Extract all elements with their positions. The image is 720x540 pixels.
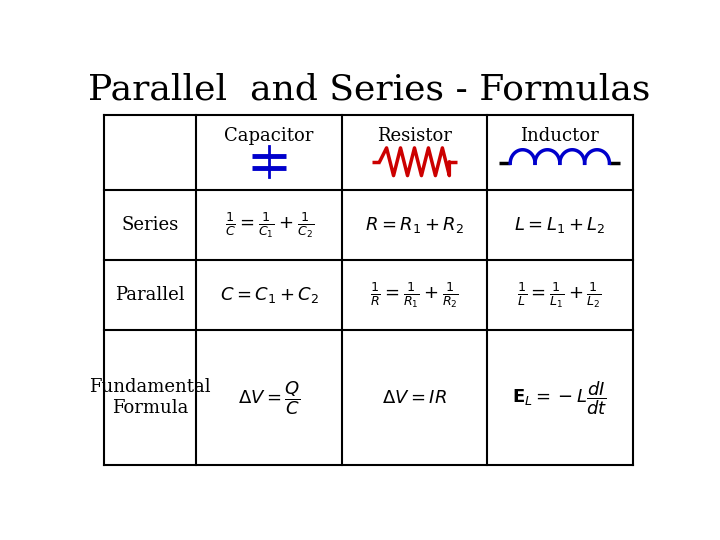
Text: $L = L_1 + L_2$: $L = L_1 + L_2$	[514, 215, 606, 235]
Text: $\mathbf{E}_L = -L\dfrac{dI}{dt}$: $\mathbf{E}_L = -L\dfrac{dI}{dt}$	[512, 379, 608, 416]
Text: $\frac{1}{R} = \frac{1}{R_1} + \frac{1}{R_2}$: $\frac{1}{R} = \frac{1}{R_1} + \frac{1}{…	[370, 280, 459, 310]
Text: Fundamental
Formula: Fundamental Formula	[89, 379, 211, 417]
Text: $\frac{1}{C} = \frac{1}{C_1} + \frac{1}{C_2}$: $\frac{1}{C} = \frac{1}{C_1} + \frac{1}{…	[225, 210, 314, 240]
Text: Series: Series	[122, 216, 179, 234]
Text: Parallel  and Series - Formulas: Parallel and Series - Formulas	[88, 72, 650, 106]
Text: $\Delta V = \dfrac{Q}{C}$: $\Delta V = \dfrac{Q}{C}$	[238, 379, 300, 416]
Text: Inductor: Inductor	[521, 126, 599, 145]
Text: Resistor: Resistor	[377, 126, 452, 145]
Text: $\frac{1}{L} = \frac{1}{L_1} + \frac{1}{L_2}$: $\frac{1}{L} = \frac{1}{L_1} + \frac{1}{…	[518, 280, 602, 310]
Text: Parallel: Parallel	[115, 286, 185, 304]
Text: $R = R_1 + R_2$: $R = R_1 + R_2$	[365, 215, 464, 235]
Text: $C = C_1 + C_2$: $C = C_1 + C_2$	[220, 285, 319, 305]
Text: Capacitor: Capacitor	[225, 126, 314, 145]
Text: $\Delta V = IR$: $\Delta V = IR$	[382, 389, 447, 407]
